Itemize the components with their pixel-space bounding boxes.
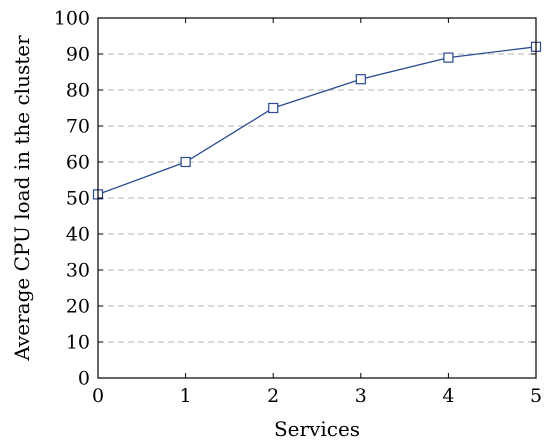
y-tick-label-100: 100 bbox=[54, 8, 90, 30]
data-point-2 bbox=[268, 102, 279, 114]
x-tick-label-5: 5 bbox=[530, 385, 542, 407]
x-axis-label: Services bbox=[274, 417, 360, 441]
data-point-4 bbox=[443, 52, 454, 63]
series-layer bbox=[92, 41, 542, 200]
x-axis-ticks: 0 1 2 3 4 5 bbox=[92, 18, 542, 407]
y-tick-label-60: 60 bbox=[66, 152, 90, 174]
x-tick-label-3: 3 bbox=[355, 385, 367, 407]
grid-lines bbox=[98, 53, 536, 343]
y-tick-label-80: 80 bbox=[66, 80, 90, 102]
series-line-0 bbox=[97, 46, 537, 196]
data-point-3 bbox=[355, 74, 366, 85]
y-tick-label-40: 40 bbox=[66, 224, 90, 246]
y-tick-label-10: 10 bbox=[66, 332, 90, 354]
data-point-1 bbox=[180, 156, 191, 168]
y-tick-label-90: 90 bbox=[66, 44, 90, 66]
x-tick-label-1: 1 bbox=[180, 385, 192, 407]
y-tick-label-0: 0 bbox=[78, 368, 90, 390]
y-tick-label-70: 70 bbox=[66, 116, 90, 138]
y-tick-label-30: 30 bbox=[66, 260, 90, 282]
y-axis-ticks: 0 10 20 30 40 50 60 70 80 90 100 bbox=[54, 8, 536, 390]
x-tick-label-0: 0 bbox=[92, 385, 104, 407]
x-tick-label-4: 4 bbox=[442, 385, 454, 407]
y-tick-label-20: 20 bbox=[66, 296, 90, 318]
y-axis-label: Average CPU load in the cluster bbox=[10, 35, 34, 362]
x-tick-label-2: 2 bbox=[267, 385, 279, 407]
y-tick-label-50: 50 bbox=[66, 188, 90, 210]
